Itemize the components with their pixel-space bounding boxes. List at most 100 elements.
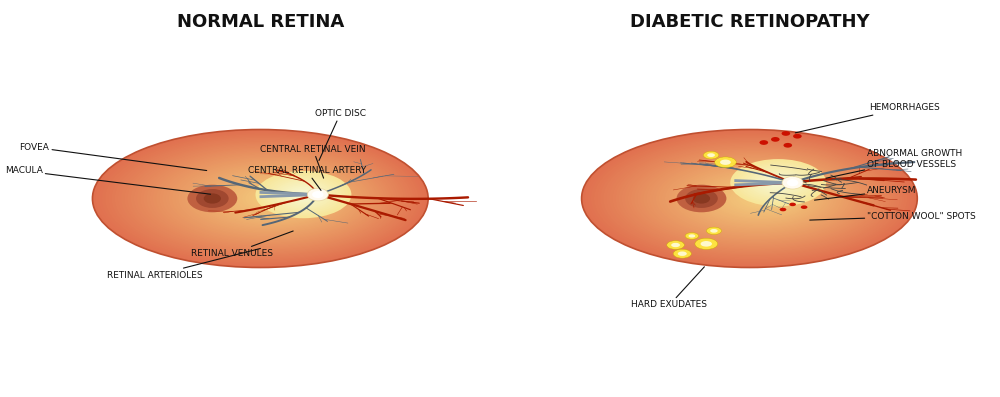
Ellipse shape <box>705 175 817 222</box>
Ellipse shape <box>232 180 322 217</box>
Ellipse shape <box>147 149 387 248</box>
Ellipse shape <box>772 179 785 186</box>
Ellipse shape <box>761 196 772 201</box>
Ellipse shape <box>271 179 335 210</box>
Ellipse shape <box>710 229 718 233</box>
Ellipse shape <box>102 133 421 264</box>
Ellipse shape <box>271 194 293 203</box>
Ellipse shape <box>742 189 787 208</box>
Text: HEMORRHAGES: HEMORRHAGES <box>795 103 940 133</box>
Ellipse shape <box>714 179 809 218</box>
Ellipse shape <box>275 180 332 209</box>
Ellipse shape <box>137 146 394 251</box>
Ellipse shape <box>274 195 291 202</box>
Ellipse shape <box>112 137 414 260</box>
Ellipse shape <box>127 142 402 255</box>
Ellipse shape <box>143 148 390 249</box>
Ellipse shape <box>236 181 320 216</box>
Ellipse shape <box>156 152 380 245</box>
Ellipse shape <box>653 156 860 241</box>
Ellipse shape <box>643 152 867 245</box>
Ellipse shape <box>248 186 310 211</box>
Ellipse shape <box>762 175 794 191</box>
Ellipse shape <box>153 151 382 246</box>
Ellipse shape <box>191 165 353 232</box>
Ellipse shape <box>745 191 784 206</box>
Ellipse shape <box>631 148 877 249</box>
Ellipse shape <box>751 193 779 204</box>
Ellipse shape <box>756 172 801 194</box>
Ellipse shape <box>194 166 351 231</box>
Text: MACULA: MACULA <box>5 166 211 194</box>
Ellipse shape <box>284 185 323 204</box>
Ellipse shape <box>764 197 769 200</box>
Ellipse shape <box>793 134 802 139</box>
Ellipse shape <box>150 150 385 247</box>
Ellipse shape <box>603 137 900 260</box>
Ellipse shape <box>659 158 855 239</box>
Ellipse shape <box>585 131 915 266</box>
Ellipse shape <box>678 251 687 256</box>
Ellipse shape <box>159 154 377 243</box>
Ellipse shape <box>281 183 326 206</box>
Ellipse shape <box>674 164 842 233</box>
Ellipse shape <box>789 202 796 206</box>
Text: CENTRAL RETINAL ARTERY: CENTRAL RETINAL ARTERY <box>248 166 366 190</box>
Ellipse shape <box>118 139 409 258</box>
Ellipse shape <box>287 187 319 202</box>
Ellipse shape <box>640 151 870 246</box>
Ellipse shape <box>267 193 295 204</box>
Text: OPTIC DISC: OPTIC DISC <box>315 109 366 160</box>
Ellipse shape <box>115 137 411 260</box>
Ellipse shape <box>689 234 695 238</box>
Ellipse shape <box>207 171 341 226</box>
Ellipse shape <box>600 137 902 260</box>
Ellipse shape <box>628 147 880 250</box>
Ellipse shape <box>204 170 344 227</box>
Ellipse shape <box>196 189 229 208</box>
Ellipse shape <box>671 163 844 234</box>
Ellipse shape <box>693 193 710 204</box>
Ellipse shape <box>264 192 298 205</box>
Ellipse shape <box>765 176 791 189</box>
Ellipse shape <box>677 165 839 232</box>
Ellipse shape <box>656 157 857 240</box>
Ellipse shape <box>229 179 324 218</box>
Text: "COTTON WOOL" SPOTS: "COTTON WOOL" SPOTS <box>810 212 976 221</box>
Ellipse shape <box>261 191 300 206</box>
Ellipse shape <box>278 182 329 207</box>
Ellipse shape <box>695 238 718 249</box>
Text: RETINAL VENULES: RETINAL VENULES <box>191 231 293 258</box>
Ellipse shape <box>265 175 342 214</box>
Ellipse shape <box>597 135 905 262</box>
Text: NORMAL RETINA: NORMAL RETINA <box>177 13 344 31</box>
Ellipse shape <box>121 140 406 257</box>
Ellipse shape <box>780 208 786 211</box>
Ellipse shape <box>720 181 804 216</box>
Ellipse shape <box>702 174 819 223</box>
Ellipse shape <box>134 145 397 252</box>
Ellipse shape <box>787 179 798 186</box>
Ellipse shape <box>662 160 852 237</box>
Ellipse shape <box>706 227 721 235</box>
Text: DIABETIC RETINOPATHY: DIABETIC RETINOPATHY <box>630 13 869 31</box>
Ellipse shape <box>591 133 910 264</box>
Ellipse shape <box>782 131 790 136</box>
Ellipse shape <box>185 163 358 234</box>
Ellipse shape <box>685 189 718 208</box>
Ellipse shape <box>268 177 339 212</box>
Ellipse shape <box>255 171 351 218</box>
Ellipse shape <box>730 185 797 212</box>
Ellipse shape <box>690 170 829 227</box>
Text: CENTRAL RETINAL VEIN: CENTRAL RETINAL VEIN <box>260 145 366 178</box>
Ellipse shape <box>717 180 807 217</box>
Text: HARD EXUDATES: HARD EXUDATES <box>631 267 707 309</box>
Ellipse shape <box>609 140 895 257</box>
Ellipse shape <box>782 176 803 189</box>
Ellipse shape <box>223 177 329 220</box>
Ellipse shape <box>162 155 375 242</box>
Ellipse shape <box>307 188 328 201</box>
Ellipse shape <box>696 172 824 225</box>
Ellipse shape <box>701 241 712 247</box>
Ellipse shape <box>300 193 307 196</box>
